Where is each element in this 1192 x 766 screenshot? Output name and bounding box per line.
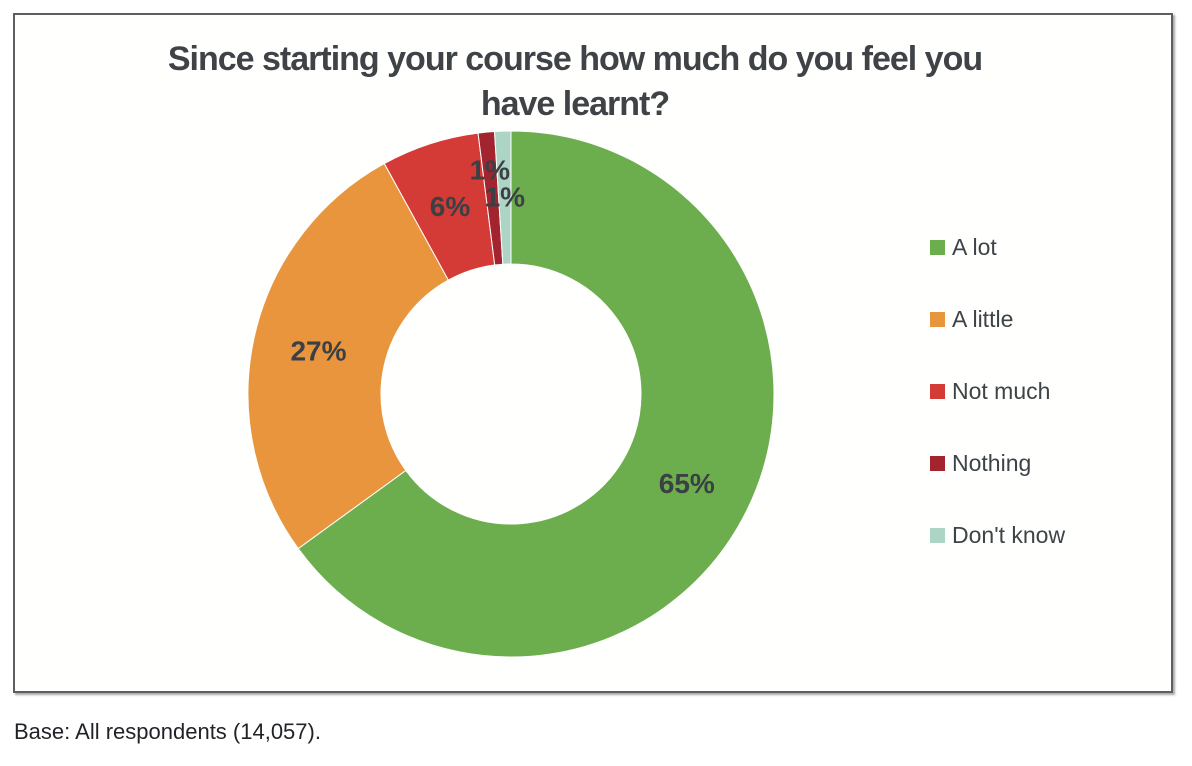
chart-legend: A lot A little Not much Nothing Don't know (930, 235, 1065, 547)
legend-swatch-a-lot (930, 239, 945, 255)
legend-label-don-t-know: Don't know (952, 522, 1066, 548)
base-note: Base: All respondents (14,057). (14, 719, 321, 744)
chart-frame: Since starting your course how much do y… (13, 13, 1173, 693)
donut-svg: 65% 27% 6% 1%1% (247, 130, 775, 658)
legend-swatch-a-little (930, 311, 945, 327)
legend-label-a-little: A little (952, 306, 1014, 332)
slice-label-not-much: 6% (430, 191, 471, 222)
slice-label-a-lot: 65% (659, 468, 715, 499)
legend-swatch-don-t-know (930, 527, 945, 543)
legend-label-nothing: Nothing (952, 450, 1032, 476)
slice-label-a-little: 27% (290, 336, 346, 367)
chart-title: Since starting your course how much do y… (15, 37, 1135, 127)
slice-a-lot (297, 130, 775, 658)
legend-item-a-little: A little (930, 307, 1065, 331)
legend-item-not-much: Not much (930, 379, 1065, 403)
legend-swatch-not-much (930, 383, 945, 399)
legend-label-not-much: Not much (952, 378, 1051, 404)
slice-label-don-t-know: 1% (485, 181, 526, 212)
chart-title-line2: have learnt? (480, 85, 670, 123)
legend-item-don-t-know: Don't know (930, 523, 1065, 547)
legend-label-a-lot: A lot (952, 234, 997, 260)
slice-a-little (247, 162, 450, 550)
legend-swatch-nothing (930, 455, 945, 471)
donut-chart: 65% 27% 6% 1% 1% (231, 114, 791, 674)
legend-item-nothing: Nothing (930, 451, 1065, 475)
slice-label-nothing: 1% (470, 155, 511, 186)
chart-title-line1: Since starting your course how much do y… (167, 40, 983, 78)
legend-item-a-lot: A lot (930, 235, 1065, 259)
slice-don-t-know (493, 130, 512, 265)
